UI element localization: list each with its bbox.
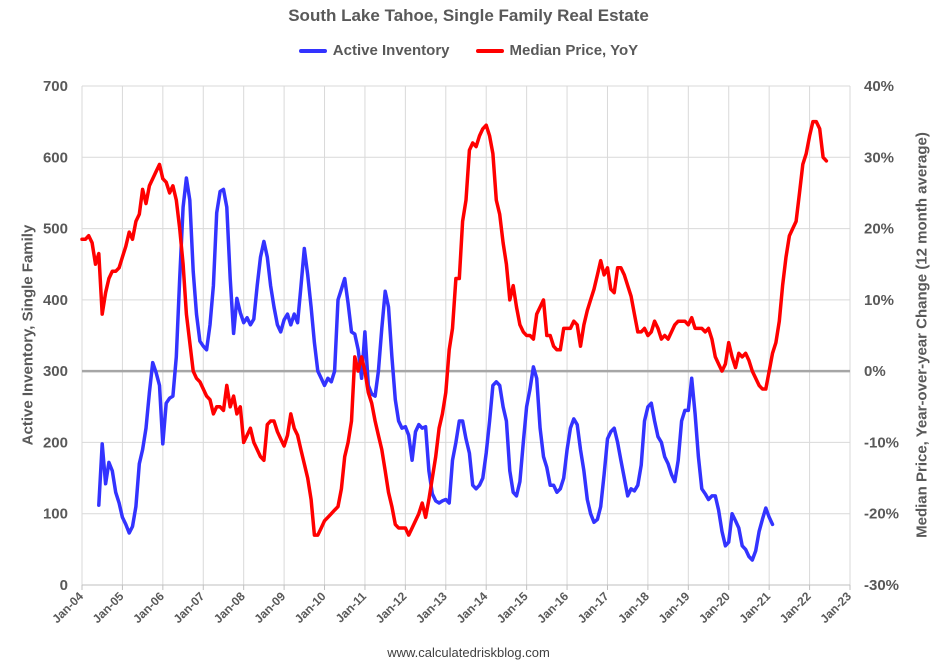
y-tick-label-left: 0 [60, 577, 68, 594]
x-tick-label: Jan-19 [656, 589, 693, 626]
x-tick-label: Jan-05 [90, 589, 127, 626]
x-tick-label: Jan-11 [333, 589, 370, 626]
x-tick-label: Jan-08 [211, 589, 248, 626]
y-tick-label-right: -30% [864, 577, 899, 594]
legend-swatch-inventory [298, 48, 327, 53]
x-tick-label: Jan-20 [696, 589, 733, 626]
y-tick-label-right: -10% [864, 434, 899, 451]
legend: Active Inventory Median Price, YoY [0, 42, 937, 59]
legend-label-price: Median Price, YoY [509, 42, 639, 59]
y-tick-label-left: 100 [43, 506, 68, 523]
y-tick-label-left: 300 [43, 363, 68, 380]
legend-item-price: Median Price, YoY [475, 42, 639, 59]
y-tick-label-left: 400 [43, 292, 68, 309]
x-tick-label: Jan-22 [777, 589, 814, 626]
y-tick-label-right: 40% [864, 78, 894, 95]
series-line-active-inventory [97, 176, 775, 562]
y-tick-label-right: 10% [864, 292, 894, 309]
legend-item-inventory: Active Inventory [298, 42, 450, 59]
x-tick-label: Jan-18 [615, 589, 652, 626]
legend-label-inventory: Active Inventory [332, 42, 450, 59]
y-tick-label-right: 30% [864, 149, 894, 166]
x-tick-label: Jan-16 [534, 589, 571, 626]
y-tick-label-left: 600 [43, 149, 68, 166]
x-tick-label: Jan-06 [130, 589, 167, 626]
x-tick-label: Jan-09 [251, 589, 288, 626]
y-tick-label-left: 200 [43, 434, 68, 451]
y-tick-label-left: 700 [43, 78, 68, 95]
x-tick-label: Jan-15 [494, 589, 531, 626]
y-tick-label-right: 20% [864, 221, 894, 238]
y-tick-label-left: 500 [43, 221, 68, 238]
chart-title: South Lake Tahoe, Single Family Real Est… [288, 6, 649, 25]
x-tick-label: Jan-17 [575, 589, 612, 626]
x-tick-label: Jan-23 [817, 589, 854, 626]
y-tick-label-right: -20% [864, 506, 899, 523]
legend-swatch-price [475, 48, 504, 53]
y-tick-label-right: 0% [864, 363, 886, 380]
series-line-median-price-yoy [80, 119, 829, 537]
x-tick-label: Jan-14 [454, 589, 491, 626]
x-tick-label: Jan-12 [373, 589, 410, 626]
x-tick-label: Jan-04 [49, 589, 86, 626]
x-tick-label: Jan-10 [292, 589, 329, 626]
source-footer: www.calculatedriskblog.com [387, 645, 550, 660]
x-tick-label: Jan-21 [736, 589, 773, 626]
x-tick-label: Jan-13 [413, 589, 450, 626]
x-tick-label: Jan-07 [171, 589, 208, 626]
